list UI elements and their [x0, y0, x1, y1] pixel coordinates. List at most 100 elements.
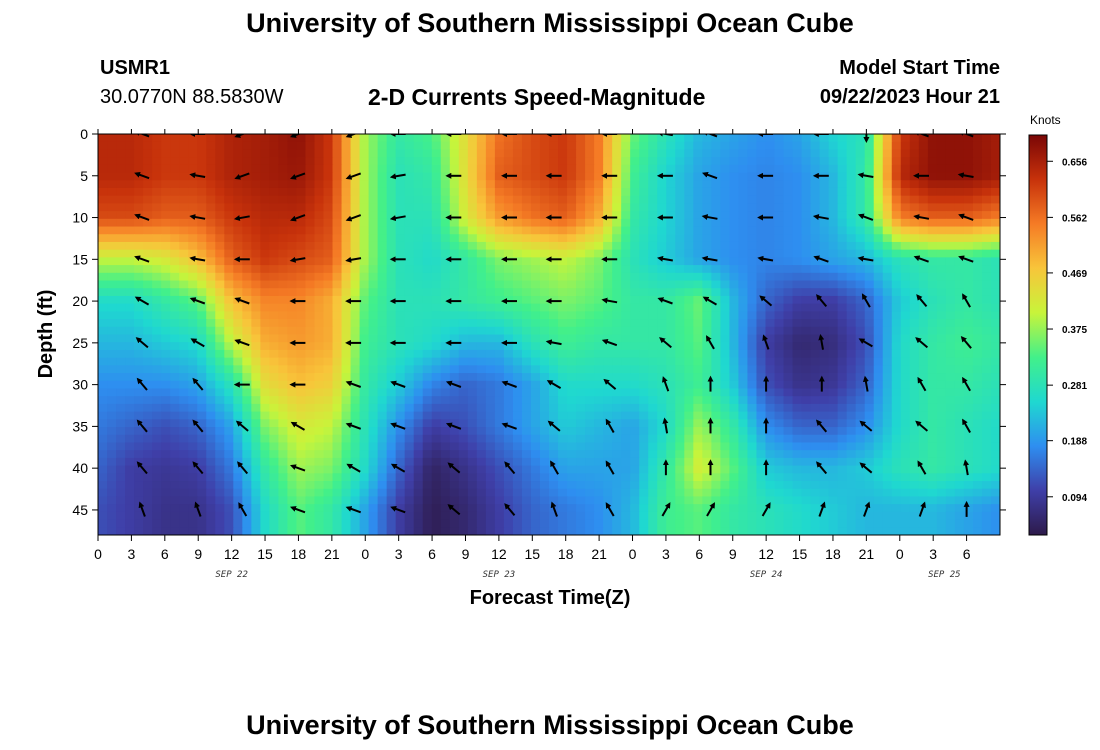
heatmap-cell	[467, 303, 478, 312]
heatmap-cell	[314, 326, 325, 336]
heatmap-cell	[197, 141, 207, 151]
heatmap-cell	[936, 488, 947, 498]
heatmap-cell	[476, 365, 487, 374]
heatmap-cell	[188, 280, 198, 289]
heatmap-cell	[819, 380, 830, 390]
heatmap-cell	[783, 396, 794, 405]
heatmap-cell	[594, 172, 604, 181]
heatmap-cell	[801, 257, 812, 266]
heatmap-cell	[521, 303, 532, 312]
heatmap-cell	[359, 419, 370, 428]
heatmap-cell	[98, 226, 108, 235]
heatmap-cell	[116, 357, 126, 366]
heatmap-cell	[576, 380, 586, 390]
heatmap-cell	[747, 411, 758, 420]
heatmap-cell	[648, 187, 658, 197]
heatmap-cell	[945, 380, 956, 390]
heatmap-cell	[549, 226, 559, 235]
heatmap-cell	[107, 465, 117, 474]
heatmap-cell	[377, 319, 388, 328]
heatmap-cell	[494, 411, 505, 420]
heatmap-cell	[107, 187, 117, 197]
heatmap-cell	[630, 380, 640, 390]
heatmap-cell	[404, 473, 415, 482]
heatmap-cell	[377, 388, 388, 397]
heatmap-cell	[666, 265, 676, 274]
heatmap-cell	[936, 388, 947, 397]
heatmap-cell	[332, 149, 343, 158]
heatmap-cell	[738, 465, 749, 474]
heatmap-cell	[630, 203, 640, 212]
heatmap-cell	[963, 388, 974, 397]
heatmap-cell	[711, 334, 721, 343]
heatmap-cell	[125, 164, 135, 174]
heatmap-cell	[206, 157, 216, 166]
heatmap-cell	[323, 365, 334, 374]
heatmap-cell	[639, 434, 649, 444]
heatmap-cell	[431, 319, 442, 328]
heatmap-cell	[314, 365, 325, 374]
heatmap-cell	[503, 403, 514, 413]
heatmap-cell	[107, 411, 117, 420]
heatmap-cell	[116, 234, 126, 243]
heatmap-cell	[720, 419, 730, 428]
heatmap-cell	[729, 149, 740, 158]
heatmap-cell	[143, 373, 153, 382]
heatmap-cell	[341, 149, 352, 158]
heatmap-cell	[927, 319, 938, 328]
heatmap-cell	[783, 342, 794, 351]
heatmap-cell	[521, 365, 532, 374]
heatmap-cell	[386, 187, 397, 197]
heatmap-cell	[558, 234, 568, 243]
heatmap-cell	[855, 511, 866, 521]
heatmap-cell	[891, 457, 902, 467]
heatmap-cell	[711, 211, 721, 220]
heatmap-cell	[278, 496, 289, 505]
heatmap-cell	[449, 465, 460, 474]
heatmap-cell	[521, 195, 532, 204]
heatmap-cell	[440, 457, 451, 467]
heatmap-cell	[206, 365, 216, 374]
heatmap-cell	[774, 203, 785, 212]
heatmap-cell	[179, 149, 189, 158]
heatmap-cell	[954, 187, 965, 197]
heatmap-cell	[954, 504, 965, 513]
heatmap-cell	[179, 172, 189, 181]
heatmap-cell	[594, 373, 604, 382]
heatmap-cell	[801, 226, 812, 235]
heatmap-cell	[197, 473, 207, 482]
heatmap-cell	[927, 288, 938, 297]
heatmap-cell	[485, 334, 496, 343]
heatmap-cell	[972, 211, 983, 220]
heatmap-cell	[576, 496, 586, 505]
heatmap-cell	[855, 488, 866, 498]
heatmap-cell	[116, 226, 126, 235]
heatmap-cell	[152, 411, 162, 420]
heatmap-cell	[350, 226, 361, 235]
heatmap-cell	[368, 419, 379, 428]
heatmap-cell	[873, 411, 884, 420]
heatmap-cell	[539, 488, 550, 498]
heatmap-cell	[296, 280, 307, 289]
heatmap-cell	[530, 403, 541, 413]
heatmap-cell	[594, 234, 604, 243]
heatmap-cell	[936, 411, 947, 420]
heatmap-cell	[341, 280, 352, 289]
heatmap-cell	[585, 249, 595, 258]
heatmap-cell	[341, 180, 352, 189]
heatmap-cell	[143, 488, 153, 498]
heatmap-cell	[639, 180, 649, 189]
heatmap-cell	[215, 226, 225, 235]
heatmap-cell	[693, 365, 703, 374]
heatmap-cell	[521, 334, 532, 343]
heatmap-cell	[323, 427, 334, 436]
heatmap-cell	[909, 481, 920, 490]
heatmap-cell	[395, 349, 406, 359]
heatmap-cell	[801, 373, 812, 382]
heatmap-cell	[512, 241, 523, 251]
heatmap-cell	[341, 419, 352, 428]
heatmap-cell	[368, 434, 379, 444]
heatmap-cell	[305, 373, 316, 382]
heatmap-cell	[431, 141, 442, 151]
heatmap-cell	[413, 504, 424, 513]
